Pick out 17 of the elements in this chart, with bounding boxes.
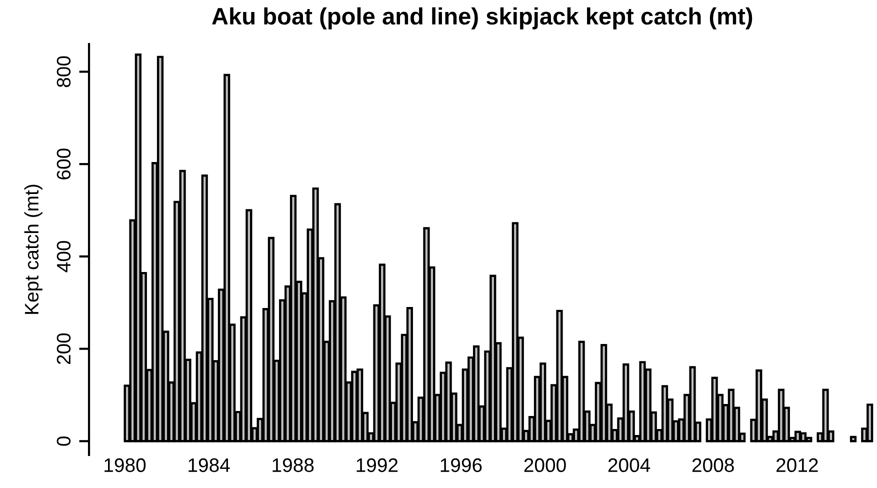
y-axis-title: Kept catch (mt) (24, 184, 42, 314)
x-tick-label: 1984 (188, 458, 230, 472)
chart-title: Aku boat (pole and line) skipjack kept catch (mt) (212, 7, 752, 30)
x-tick-label: 2008 (692, 458, 734, 472)
y-tick-label: 0 (56, 436, 71, 446)
x-tick-label: 2000 (524, 458, 566, 472)
x-tick-label: 1996 (440, 458, 482, 472)
y-tick-label: 400 (56, 240, 71, 272)
y-tick-label: 800 (56, 56, 71, 88)
x-tick-label: 1980 (104, 458, 146, 472)
y-tick-label: 600 (56, 148, 71, 180)
x-tick-label: 1988 (272, 458, 314, 472)
y-tick-label: 200 (56, 333, 71, 364)
x-tick-label: 2012 (776, 458, 818, 472)
x-tick-label: 1992 (356, 458, 398, 472)
bar (850, 436, 857, 442)
x-tick-label: 2004 (608, 458, 650, 472)
